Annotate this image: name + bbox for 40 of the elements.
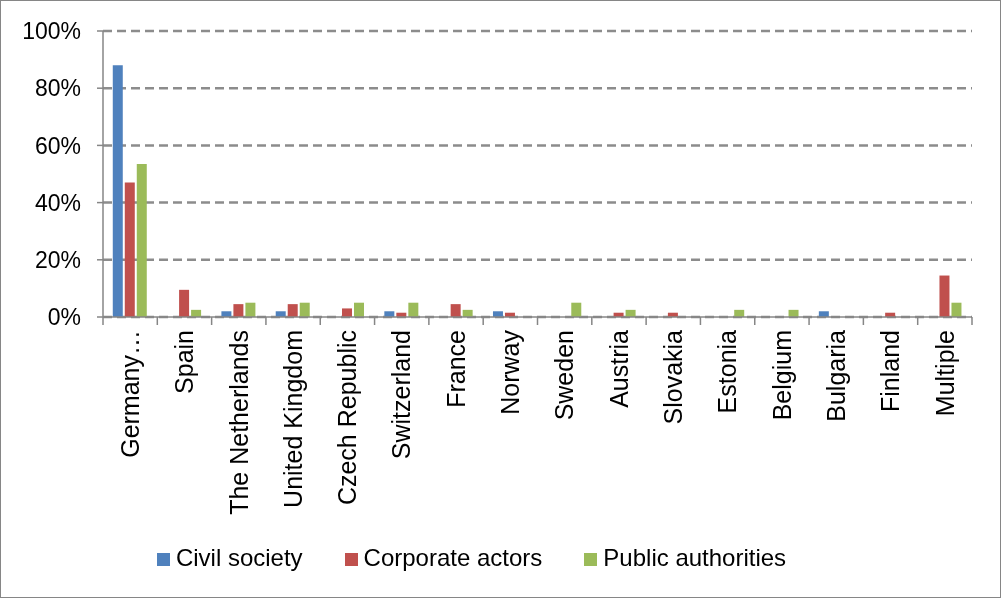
x-tick-label: Belgium — [767, 330, 796, 421]
bar — [299, 302, 310, 317]
x-tick-label: Czech Republic — [333, 330, 362, 506]
x-tick-label: Sweden — [550, 330, 579, 421]
legend-label: Civil society — [175, 544, 303, 571]
y-tick-label: 100% — [22, 18, 81, 45]
x-tick-label: Estonia — [713, 329, 742, 414]
y-tick-label: 20% — [34, 246, 81, 273]
x-tick-label: Spain — [170, 330, 199, 394]
y-tick-label: 60% — [34, 132, 81, 159]
x-tick-label: Slovakia — [659, 329, 688, 425]
y-tick-label: 40% — [34, 189, 81, 216]
bar — [179, 289, 190, 317]
bar — [939, 275, 950, 317]
bar — [951, 302, 962, 317]
x-tick-label: Germany… — [115, 330, 144, 458]
bar — [450, 304, 461, 317]
x-tick-label: France — [441, 330, 470, 408]
bar — [408, 302, 419, 317]
x-tick-label: Bulgaria — [821, 329, 850, 422]
bar — [571, 302, 582, 317]
x-tick-label: Multiple — [930, 330, 959, 417]
x-tick-label: Finland — [876, 330, 905, 412]
bar — [124, 182, 135, 317]
y-tick-label: 0% — [47, 304, 81, 331]
bar — [112, 65, 123, 317]
bar — [287, 304, 298, 317]
bar — [342, 308, 353, 317]
bar — [245, 302, 256, 317]
legend-label: Corporate actors — [363, 544, 543, 571]
bar — [233, 304, 244, 317]
x-tick-label: The Netherlands — [224, 330, 253, 515]
x-tick-label: Austria — [604, 329, 633, 408]
x-tick-label: Switzerland — [387, 330, 416, 460]
bar — [354, 302, 365, 317]
x-tick-label: Norway — [496, 329, 525, 415]
legend-label: Public authorities — [603, 544, 787, 571]
bar — [136, 163, 147, 317]
x-tick-label: United Kingdom — [278, 330, 307, 508]
y-tick-label: 80% — [34, 75, 81, 102]
